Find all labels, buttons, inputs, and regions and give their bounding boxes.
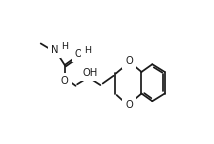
Text: H: H	[84, 46, 91, 55]
Text: O: O	[75, 49, 83, 59]
Text: O: O	[61, 76, 69, 86]
Text: O: O	[125, 56, 133, 66]
Text: O: O	[125, 100, 133, 110]
Text: OH: OH	[83, 68, 98, 78]
Text: N: N	[51, 45, 58, 55]
Text: H: H	[61, 42, 68, 51]
